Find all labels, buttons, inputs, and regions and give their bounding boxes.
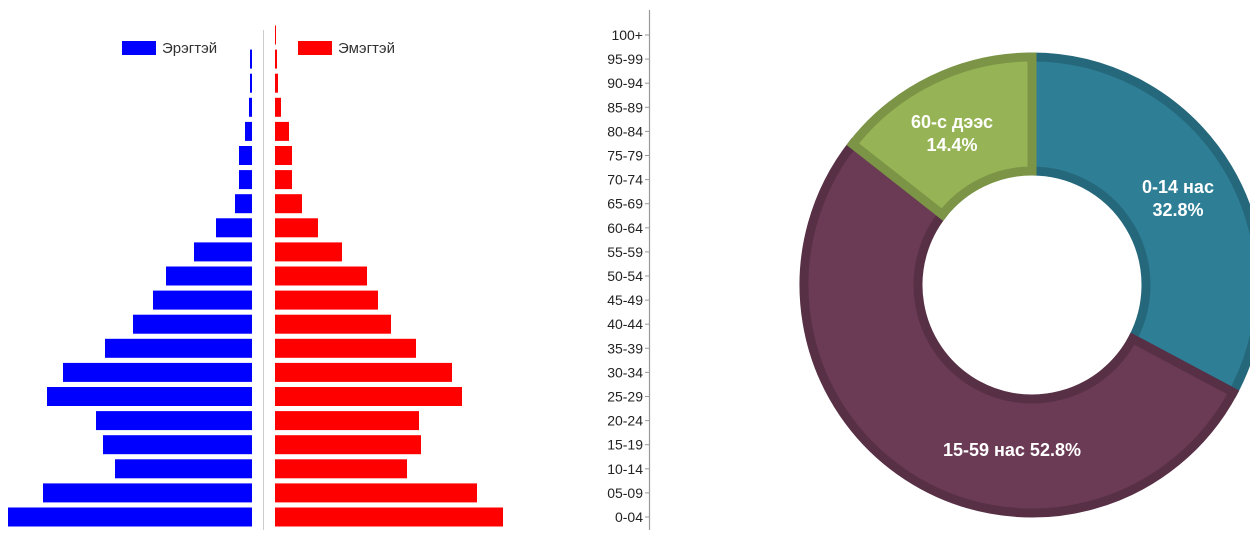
female-bar-65-69 (275, 194, 302, 214)
female-bar-50-54 (275, 266, 367, 286)
donut-label-15-59: 15-59 нас 52.8% (943, 440, 1081, 460)
male-bar-30-34 (63, 362, 252, 382)
tick-label-20-24: 20-24 (607, 413, 643, 429)
male-bar-05-09 (43, 483, 252, 503)
female-bar-80-84 (275, 121, 289, 141)
male-bar-65-69 (235, 194, 252, 214)
male-bar-0-04 (8, 507, 252, 527)
donut-labels: 0-14 нас 32.8% 15-59 нас 52.8% 60-с дээс 14.… (911, 112, 1214, 460)
female-bar-15-19 (275, 435, 421, 455)
tick-label-30-34: 30-34 (607, 364, 643, 380)
female-bar-35-39 (275, 338, 416, 358)
male-bar-20-24 (96, 411, 252, 431)
tick-label-95-99: 95-99 (607, 51, 643, 67)
legend-label-male: Эрэгтэй (162, 40, 217, 57)
female-bar-55-59 (275, 242, 342, 262)
female-bar-70-74 (275, 170, 292, 190)
tick-label-85-89: 85-89 (607, 99, 643, 115)
tick-label-05-09: 05-09 (607, 485, 643, 501)
female-bar-60-64 (275, 218, 318, 238)
donut-value-60-plus: 14.4% (926, 135, 977, 155)
legend: Эрэгтэй Эмэгтэй (122, 40, 395, 57)
male-bar-50-54 (166, 266, 252, 286)
tick-label-40-44: 40-44 (607, 316, 643, 332)
tick-label-75-79: 75-79 (607, 148, 643, 164)
tick-label-60-64: 60-64 (607, 220, 643, 236)
tick-label-90-94: 90-94 (607, 75, 643, 91)
tick-label-45-49: 45-49 (607, 292, 643, 308)
tick-label-50-54: 50-54 (607, 268, 643, 284)
female-bar-45-49 (275, 290, 378, 310)
donut-slice-60-с-дээс (846, 52, 1037, 221)
female-bar-05-09 (275, 483, 477, 503)
donut-label-0-14: 0-14 нас (1142, 177, 1214, 197)
tick-label-70-74: 70-74 (607, 172, 643, 188)
female-bar-20-24 (275, 411, 419, 431)
tick-label-55-59: 55-59 (607, 244, 643, 260)
male-bar-15-19 (103, 435, 252, 455)
tick-label-35-39: 35-39 (607, 340, 643, 356)
male-bar-75-79 (239, 146, 252, 165)
tick-label-10-14: 10-14 (607, 461, 643, 477)
female-bar-85-89 (275, 97, 281, 117)
female-bar-30-34 (275, 362, 452, 382)
male-bar-40-44 (133, 314, 252, 334)
male-bar-85-89 (249, 97, 252, 117)
female-bar-90-94 (275, 73, 278, 93)
female-bar-95-99 (275, 49, 277, 69)
tick-label-65-69: 65-69 (607, 196, 643, 212)
legend-label-female: Эмэгтэй (338, 40, 395, 57)
female-bar-10-14 (275, 459, 407, 479)
male-bar-80-84 (245, 121, 252, 141)
male-bar-45-49 (153, 290, 252, 310)
male-bar-25-29 (47, 387, 252, 406)
donut-slice-15-59-нас (799, 137, 1240, 518)
tick-label-25-29: 25-29 (607, 389, 643, 405)
female-bar-25-29 (275, 387, 462, 406)
female-bar-75-79 (275, 146, 292, 165)
female-bar-100+ (275, 25, 276, 45)
female-bar-0-04 (275, 507, 503, 527)
tick-label-15-19: 15-19 (607, 437, 643, 453)
male-bar-70-74 (239, 170, 252, 190)
age-axis-ticks: 0-04 05-09 10-14 15-19 20-24 25-29 30-34 35-39 4… (607, 27, 650, 525)
tick-label-0-04: 0-04 (615, 509, 643, 525)
legend-swatch-male (122, 41, 156, 55)
donut-label-60-plus: 60-с дээс (911, 112, 993, 132)
female-bars (275, 25, 503, 527)
donut-slices (799, 52, 1250, 518)
female-bar-40-44 (275, 314, 391, 334)
donut-value-0-14: 32.8% (1152, 200, 1203, 220)
population-pyramid-chart: Эрэгтэй Эмэгтэй 0-04 05-09 10-14 15-19 20-24… (8, 10, 651, 530)
male-bar-35-39 (105, 338, 252, 358)
tick-label-80-84: 80-84 (607, 123, 643, 139)
male-bar-95-99 (250, 49, 252, 69)
male-bar-10-14 (115, 459, 252, 479)
legend-swatch-female (298, 41, 332, 55)
male-bar-55-59 (194, 242, 252, 262)
tick-label-100+: 100+ (611, 27, 643, 43)
male-bar-60-64 (216, 218, 252, 238)
male-bars (8, 49, 252, 527)
male-bar-90-94 (250, 73, 252, 93)
